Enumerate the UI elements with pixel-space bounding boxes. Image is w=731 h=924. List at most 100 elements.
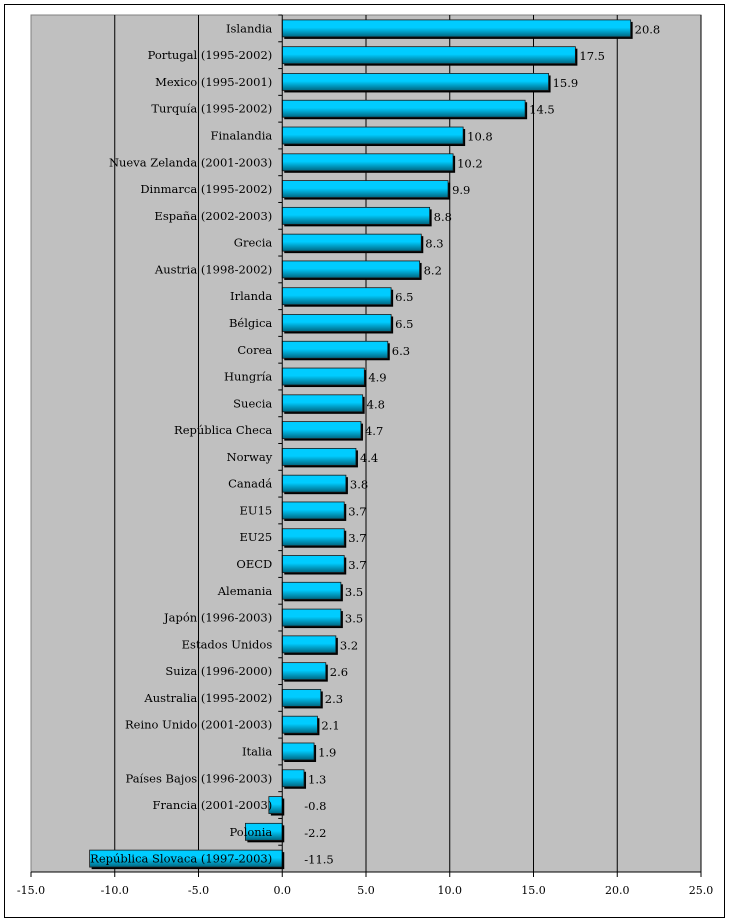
- bar: [281, 474, 347, 493]
- category-label: Corea: [237, 343, 272, 357]
- value-label: 8.3: [425, 237, 443, 251]
- bar: [281, 340, 389, 359]
- bar: [281, 73, 549, 91]
- category-label: Hungría: [224, 370, 272, 384]
- value-label: 8.2: [424, 263, 442, 277]
- bar: [281, 314, 392, 332]
- x-tick-label: -5.0: [188, 884, 209, 897]
- bar: [281, 287, 392, 306]
- category-label: Grecia: [234, 236, 273, 250]
- value-label: 15.9: [553, 76, 579, 90]
- bar: [281, 367, 365, 386]
- x-tick-label: 20.0: [605, 884, 630, 897]
- category-label: Polonia: [230, 825, 273, 839]
- labels: Islandia 20.8 Portugal (1995-2002) 17.5 Mexi…: [90, 21, 660, 866]
- x-tick-label: -15.0: [17, 884, 45, 897]
- category-label: Francia (2001-2003): [152, 798, 272, 812]
- bar: [281, 555, 345, 573]
- value-label: 2.6: [330, 665, 348, 679]
- category-label: Turquía (1995-2002): [151, 102, 272, 116]
- category-label: Países Bajos (1996-2003): [125, 771, 272, 785]
- bar: [281, 769, 305, 788]
- category-label: Islandia: [226, 21, 272, 35]
- value-label: 3.5: [345, 612, 363, 626]
- category-label: Finalandia: [210, 129, 272, 143]
- bar: [281, 421, 362, 440]
- value-label: 1.3: [308, 772, 326, 786]
- bar: [281, 126, 464, 145]
- category-label: Australia (1995-2002): [143, 691, 272, 705]
- value-label: 1.9: [318, 745, 336, 759]
- value-label: 3.7: [348, 558, 366, 572]
- category-label: OECD: [236, 557, 272, 571]
- bar: [281, 689, 322, 707]
- bar: [281, 635, 337, 654]
- value-label: -2.2: [304, 826, 326, 840]
- category-label: Dinmarca (1995-2002): [140, 182, 272, 196]
- value-label: 3.5: [345, 585, 363, 599]
- value-label: -11.5: [304, 853, 334, 867]
- category-label: Japón (1996-2003): [163, 611, 272, 625]
- value-label: 4.9: [368, 371, 386, 385]
- value-label: 4.4: [360, 451, 378, 465]
- value-label: 6.3: [392, 344, 410, 358]
- category-label: Bélgica: [229, 316, 272, 330]
- value-label: 17.5: [579, 49, 605, 63]
- category-label: EU25: [240, 530, 273, 544]
- bar: [281, 180, 449, 198]
- bars: [89, 19, 633, 870]
- category-label: Nueva Zelanda (2001-2003): [109, 155, 272, 169]
- bar: [281, 742, 315, 761]
- bar: [281, 715, 318, 734]
- x-tick-label: 15.0: [521, 884, 546, 897]
- bar: [281, 447, 357, 466]
- x-tick-label: -10.0: [101, 884, 129, 897]
- value-label: 3.7: [348, 531, 366, 545]
- bar: [281, 260, 421, 279]
- category-label: España (2002-2003): [154, 209, 272, 223]
- value-label: 4.7: [365, 424, 383, 438]
- category-label: Alemania: [217, 584, 273, 598]
- value-label: 10.2: [457, 156, 483, 170]
- x-tick-label: 25.0: [689, 884, 714, 897]
- value-label: 10.8: [467, 130, 493, 144]
- value-label: 6.5: [395, 317, 413, 331]
- category-label: Estados Unidos: [182, 637, 273, 651]
- category-label: Suecia: [233, 396, 272, 410]
- value-label: 3.8: [350, 478, 368, 492]
- value-label: 4.8: [367, 397, 385, 411]
- value-label: 3.7: [348, 504, 366, 518]
- bar: [281, 99, 526, 118]
- bar: [281, 233, 422, 252]
- x-tick-label: 5.0: [357, 884, 375, 897]
- category-label: Austria (1998-2002): [154, 262, 272, 276]
- axes: -15.0 -10.0 -5.0 0.0 5.0 10.0 15.0 20.0 25.0: [17, 14, 714, 897]
- bar: [281, 581, 342, 600]
- value-label: 14.5: [529, 103, 555, 117]
- value-label: 3.2: [340, 638, 358, 652]
- bar: [281, 528, 345, 547]
- value-label: 2.1: [321, 719, 339, 733]
- category-label: Reino Unido (2001-2003): [125, 718, 272, 732]
- category-label: República Slovaca (1997-2003): [90, 852, 272, 866]
- value-label: 20.8: [635, 22, 661, 36]
- value-label: 9.9: [452, 183, 470, 197]
- category-label: Mexico (1995-2001): [155, 75, 272, 89]
- category-label: Italia: [242, 744, 272, 758]
- bar: [281, 608, 342, 627]
- category-label: Norway: [227, 450, 273, 464]
- bar: [281, 206, 431, 225]
- category-label: República Checa: [174, 423, 272, 437]
- bar: [281, 662, 327, 681]
- category-label: Canadá: [228, 477, 272, 491]
- bar: [281, 394, 364, 413]
- gridlines: [114, 15, 702, 872]
- bar: [281, 153, 454, 172]
- bar: [281, 19, 632, 38]
- value-label: -0.8: [304, 799, 326, 813]
- category-label: Portugal (1995-2002): [148, 48, 273, 62]
- x-tick-label: 0.0: [274, 884, 292, 897]
- category-label: EU15: [240, 503, 273, 517]
- bar: [281, 46, 576, 65]
